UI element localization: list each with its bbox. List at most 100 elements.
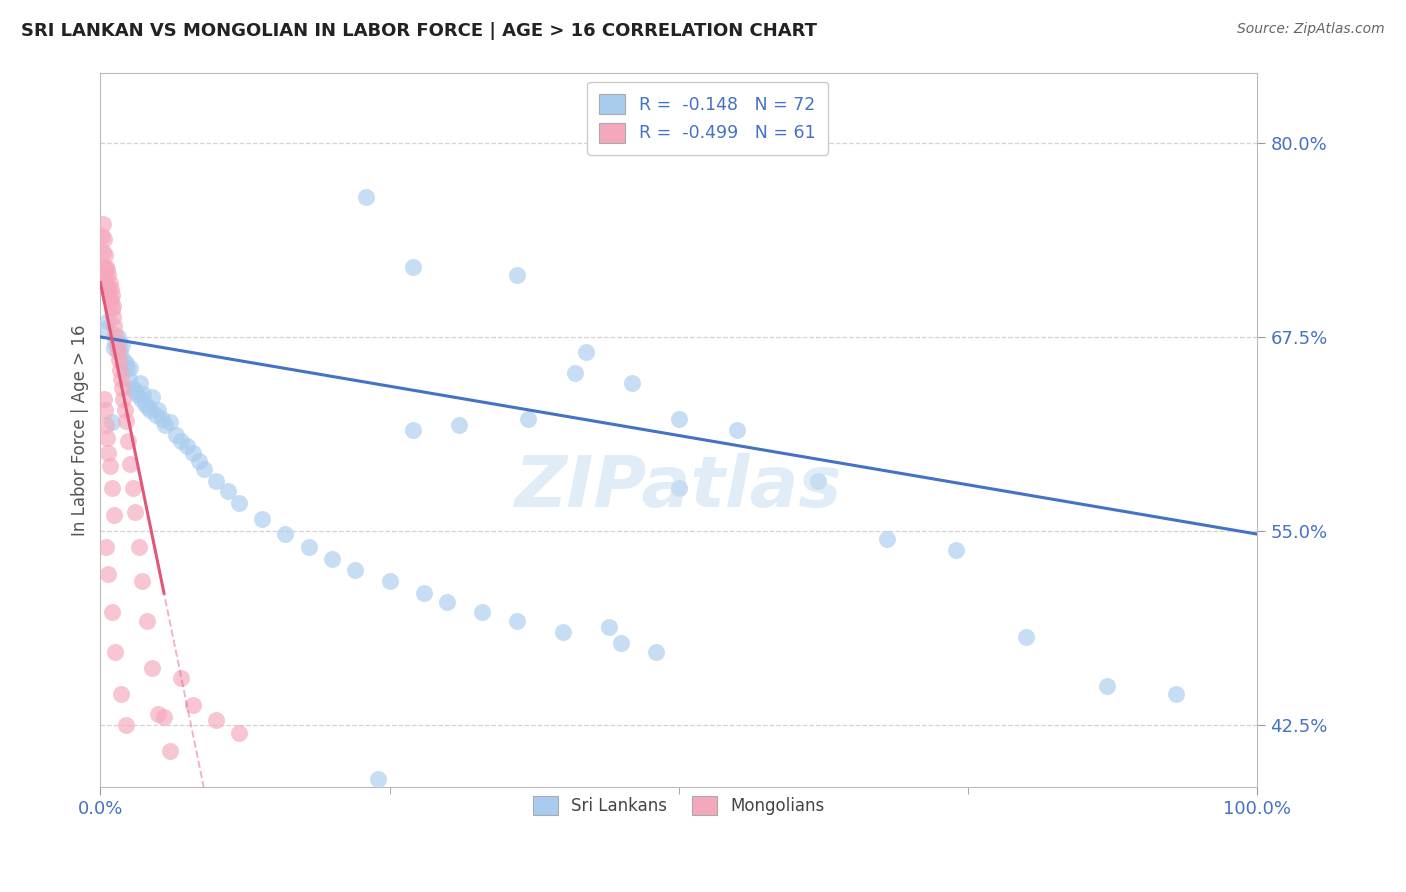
Point	[101, 605, 124, 619]
Point	[1095, 679, 1118, 693]
Point	[103, 341, 125, 355]
Point	[91, 244, 114, 259]
Point	[205, 714, 228, 728]
Point	[96, 263, 118, 277]
Point	[252, 511, 274, 525]
Point	[575, 345, 598, 359]
Point	[108, 345, 131, 359]
Point	[128, 376, 150, 391]
Point	[104, 328, 127, 343]
Point	[436, 595, 458, 609]
Point	[187, 454, 209, 468]
Point	[668, 412, 690, 426]
Point	[170, 672, 193, 686]
Point	[150, 412, 173, 426]
Point	[101, 299, 124, 313]
Point	[97, 283, 120, 297]
Point	[127, 387, 149, 401]
Point	[506, 614, 529, 628]
Point	[447, 418, 470, 433]
Point	[94, 403, 117, 417]
Point	[148, 403, 170, 417]
Point	[165, 427, 187, 442]
Point	[806, 475, 828, 489]
Y-axis label: In Labor Force | Age > 16: In Labor Force | Age > 16	[72, 325, 89, 536]
Point	[101, 415, 124, 429]
Point	[101, 310, 124, 324]
Point	[321, 552, 343, 566]
Point	[94, 247, 117, 261]
Point	[114, 718, 136, 732]
Point	[413, 586, 436, 600]
Point	[94, 418, 117, 433]
Point	[141, 391, 163, 405]
Point	[118, 372, 141, 386]
Point	[159, 415, 181, 429]
Point	[148, 707, 170, 722]
Point	[159, 744, 181, 758]
Point	[93, 232, 115, 246]
Point	[97, 314, 120, 328]
Point	[103, 319, 125, 334]
Point	[100, 294, 122, 309]
Point	[402, 423, 425, 437]
Point	[598, 620, 620, 634]
Point	[128, 540, 150, 554]
Legend: Sri Lankans, Mongolians: Sri Lankans, Mongolians	[523, 786, 835, 825]
Point	[93, 260, 115, 274]
Point	[945, 542, 967, 557]
Point	[94, 540, 117, 554]
Point	[139, 403, 162, 417]
Point	[112, 353, 135, 368]
Point	[104, 334, 127, 349]
Point	[193, 462, 215, 476]
Point	[610, 636, 633, 650]
Point	[97, 567, 120, 582]
Point	[90, 229, 112, 244]
Point	[170, 434, 193, 448]
Point	[101, 288, 124, 302]
Point	[274, 527, 297, 541]
Point	[108, 362, 131, 376]
Point	[621, 376, 644, 391]
Point	[115, 361, 138, 376]
Point	[228, 726, 250, 740]
Point	[108, 336, 131, 351]
Point	[98, 276, 121, 290]
Point	[101, 301, 124, 316]
Point	[98, 458, 121, 473]
Point	[145, 408, 167, 422]
Point	[96, 278, 118, 293]
Point	[176, 439, 198, 453]
Point	[98, 291, 121, 305]
Point	[132, 387, 155, 401]
Point	[111, 381, 134, 395]
Point	[297, 540, 319, 554]
Point	[367, 772, 389, 787]
Point	[120, 457, 142, 471]
Point	[121, 381, 143, 395]
Point	[1166, 687, 1188, 701]
Point	[205, 475, 228, 489]
Point	[103, 508, 125, 523]
Point	[97, 446, 120, 460]
Point	[108, 353, 131, 368]
Point	[564, 366, 586, 380]
Point	[378, 574, 401, 588]
Point	[93, 392, 115, 406]
Point	[725, 423, 748, 437]
Point	[506, 268, 529, 282]
Point	[129, 392, 152, 406]
Point	[153, 710, 176, 724]
Point	[181, 698, 204, 712]
Point	[117, 434, 139, 448]
Point	[112, 392, 135, 406]
Point	[134, 397, 156, 411]
Point	[644, 645, 666, 659]
Text: ZIPatlas: ZIPatlas	[515, 453, 842, 522]
Point	[402, 260, 425, 274]
Point	[124, 384, 146, 399]
Point	[121, 481, 143, 495]
Point	[101, 481, 124, 495]
Point	[228, 496, 250, 510]
